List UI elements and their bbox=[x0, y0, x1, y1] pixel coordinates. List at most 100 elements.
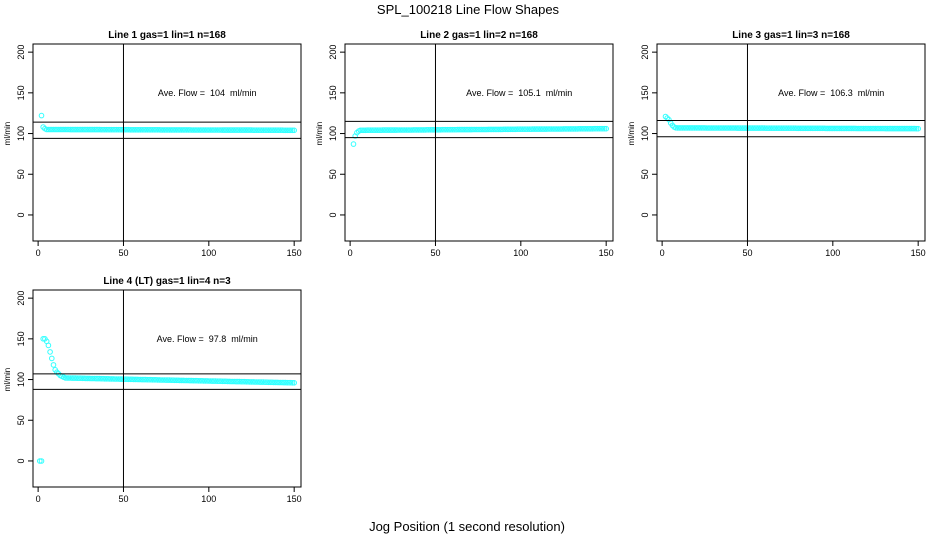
data-point bbox=[720, 125, 727, 131]
data-point bbox=[783, 125, 790, 131]
data-point bbox=[101, 376, 108, 382]
data-point bbox=[482, 126, 488, 133]
data-point bbox=[66, 375, 72, 381]
data-point bbox=[129, 127, 135, 133]
data-point bbox=[877, 125, 884, 132]
data-point bbox=[538, 126, 545, 132]
data-point bbox=[708, 125, 715, 131]
data-point bbox=[276, 379, 282, 386]
data-point bbox=[187, 127, 193, 133]
data-point bbox=[799, 125, 805, 132]
y-tick-label: 50 bbox=[16, 415, 26, 425]
data-point bbox=[785, 125, 792, 131]
y-tick-label: 200 bbox=[640, 45, 650, 60]
data-series bbox=[350, 125, 610, 147]
data-point bbox=[871, 125, 877, 132]
x-tick-label: 150 bbox=[287, 494, 302, 504]
data-point bbox=[835, 125, 841, 132]
data-point bbox=[603, 125, 610, 132]
data-point bbox=[154, 377, 161, 383]
data-point bbox=[79, 126, 86, 133]
data-point bbox=[91, 126, 98, 133]
y-tick-label: 150 bbox=[16, 331, 26, 346]
data-point bbox=[136, 376, 142, 383]
data-point bbox=[74, 375, 81, 382]
data-point bbox=[130, 376, 137, 383]
data-point bbox=[79, 375, 86, 382]
x-tick-label: 0 bbox=[660, 248, 665, 258]
data-point bbox=[600, 125, 606, 132]
data-point bbox=[110, 126, 116, 133]
average-flow-annotation: Ave. Flow = 97.8 ml/min bbox=[157, 334, 258, 344]
data-point bbox=[772, 125, 778, 131]
data-point bbox=[233, 127, 239, 133]
data-point bbox=[540, 126, 546, 132]
data-point bbox=[229, 127, 236, 133]
data-point bbox=[282, 127, 289, 134]
data-point bbox=[127, 376, 134, 383]
data-point bbox=[572, 126, 579, 132]
data-point bbox=[83, 126, 89, 133]
data-point bbox=[770, 125, 776, 131]
data-point bbox=[173, 127, 180, 133]
y-tick-label: 50 bbox=[328, 169, 338, 179]
data-point bbox=[159, 377, 166, 383]
data-point bbox=[905, 125, 911, 132]
x-tick-label: 0 bbox=[36, 494, 41, 504]
data-point bbox=[281, 127, 287, 134]
data-point bbox=[778, 125, 785, 131]
data-point bbox=[238, 378, 245, 385]
data-point bbox=[178, 127, 185, 133]
data-point bbox=[577, 126, 584, 132]
data-point bbox=[212, 127, 219, 133]
data-point bbox=[209, 127, 215, 133]
data-point bbox=[570, 126, 577, 132]
data-point bbox=[117, 376, 123, 382]
data-point bbox=[62, 126, 69, 133]
x-tick-label: 100 bbox=[825, 248, 840, 258]
figure-title: SPL_100218 Line Flow Shapes bbox=[377, 2, 560, 17]
y-tick-label: 150 bbox=[640, 85, 650, 100]
data-point bbox=[813, 125, 819, 132]
data-point bbox=[763, 125, 770, 131]
x-tick-label: 50 bbox=[118, 494, 128, 504]
plot-frame bbox=[344, 43, 614, 242]
data-point bbox=[598, 125, 604, 132]
data-point bbox=[700, 125, 706, 131]
data-point bbox=[211, 378, 217, 384]
data-point bbox=[115, 126, 122, 133]
data-point bbox=[681, 125, 688, 131]
data-point bbox=[509, 126, 516, 133]
data-point bbox=[286, 379, 292, 386]
data-point bbox=[165, 127, 171, 133]
data-point bbox=[113, 376, 120, 382]
data-point bbox=[221, 127, 227, 133]
panel-title: Line 2 gas=1 lin=2 n=168 bbox=[420, 30, 538, 41]
data-point bbox=[247, 127, 253, 133]
y-tick-label: 0 bbox=[328, 212, 338, 217]
data-point bbox=[601, 125, 608, 132]
data-point bbox=[219, 127, 226, 133]
data-point bbox=[183, 127, 190, 133]
average-flow-annotation: Ave. Flow = 104 ml/min bbox=[158, 88, 257, 98]
data-point bbox=[270, 379, 277, 386]
data-point bbox=[117, 126, 123, 133]
data-point bbox=[202, 127, 209, 133]
data-point bbox=[526, 126, 533, 132]
data-point bbox=[260, 127, 267, 133]
data-point bbox=[265, 379, 272, 386]
y-axis-label: ml/min bbox=[3, 122, 12, 146]
data-point bbox=[588, 126, 594, 132]
data-point bbox=[809, 125, 816, 132]
x-tick-label: 50 bbox=[430, 248, 440, 258]
data-point bbox=[499, 126, 505, 133]
data-point bbox=[424, 127, 430, 133]
data-point bbox=[224, 378, 231, 385]
data-point bbox=[277, 379, 284, 386]
data-point bbox=[71, 126, 77, 133]
data-point bbox=[257, 127, 263, 133]
data-point bbox=[400, 127, 406, 133]
data-point bbox=[252, 379, 258, 385]
data-point bbox=[679, 125, 686, 131]
data-point bbox=[688, 125, 694, 131]
